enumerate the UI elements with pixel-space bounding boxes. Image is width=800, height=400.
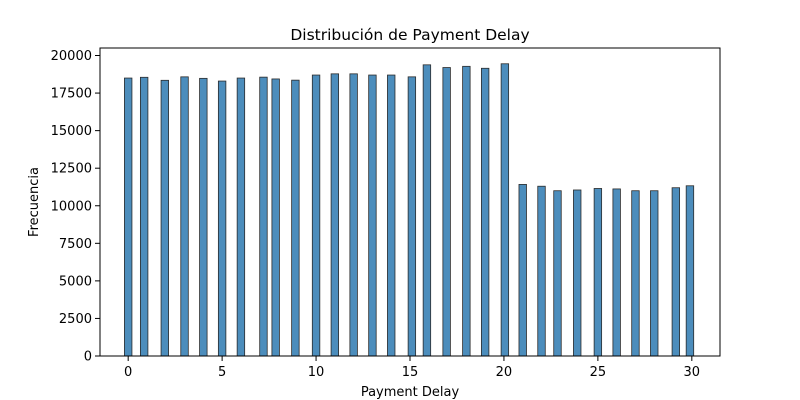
bars-group [124,63,695,357]
bar [612,188,621,357]
bar [573,189,582,357]
bar [199,77,208,357]
bar [291,79,300,357]
bar [259,76,268,357]
y-tick-label: 20000 [51,49,92,64]
bar [330,73,340,357]
x-tick-label: 5 [218,365,226,380]
bar [349,73,358,357]
y-axis-title: Frecuencia [27,167,42,237]
bar [236,77,246,357]
y-tick-label: 7500 [59,237,92,252]
x-tick-label: 30 [684,365,701,380]
bar [685,185,695,357]
bar [368,74,377,357]
x-tick-label: 20 [496,365,513,380]
y-axis: 0 2500 5000 7500 10000 12500 15000 17500 20000 [51,49,100,365]
bar [671,187,681,357]
y-tick-label: 15000 [51,124,92,139]
bar [407,76,417,357]
bar [180,76,189,357]
y-tick-label: 12500 [51,162,92,177]
bar [518,184,527,357]
bar [650,190,659,357]
bar [537,185,546,357]
bar [217,80,227,357]
bar [422,64,432,357]
y-tick-label: 5000 [59,274,92,289]
bar [462,65,471,357]
x-axis: 0 5 10 15 20 25 30 [124,356,700,380]
bar [442,67,451,357]
x-tick-label: 10 [308,365,325,380]
x-tick-label: 25 [590,365,607,380]
bar [124,77,133,357]
chart-title: Distribución de Payment Delay [290,26,529,44]
y-tick-label: 0 [84,350,92,365]
x-axis-title: Payment Delay [361,385,460,400]
y-tick-label: 17500 [51,87,92,102]
bar [139,76,149,357]
bar [631,190,640,357]
bar [160,79,169,357]
y-tick-label: 2500 [59,312,92,327]
bar [480,67,490,357]
x-tick-label: 15 [402,365,419,380]
bar [593,188,603,357]
bar [553,190,562,357]
bar [311,74,321,357]
y-tick-label: 10000 [51,199,92,214]
bar [500,63,510,357]
x-tick-label: 0 [124,365,132,380]
bar [271,78,280,357]
bar [387,74,396,357]
